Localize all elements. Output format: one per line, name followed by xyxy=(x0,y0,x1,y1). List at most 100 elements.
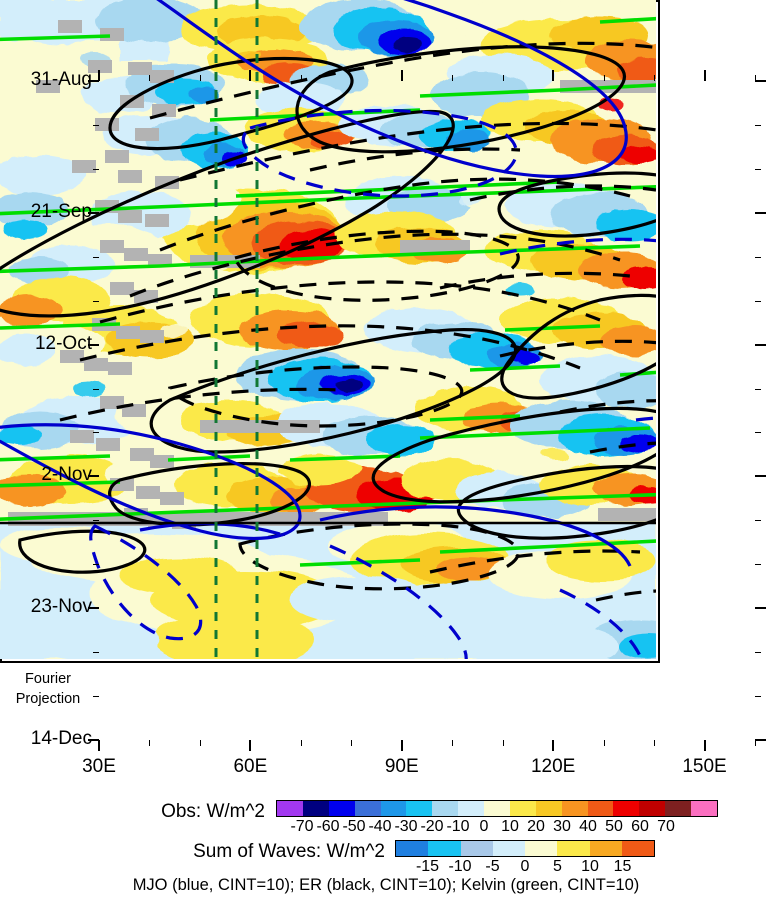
mjo-contours xyxy=(0,0,632,567)
y-axis-minor-tick xyxy=(93,432,99,434)
colorbar-tick-label: 50 xyxy=(605,818,623,835)
x-axis-minor-tick xyxy=(300,740,302,746)
x-axis-major-tick xyxy=(400,740,403,751)
y-axis-label: 12-Oct xyxy=(34,332,92,354)
y-axis-right-tick xyxy=(755,475,766,478)
colorbar-swatch xyxy=(460,841,493,856)
reference-longitude-lines xyxy=(214,0,259,659)
x-axis-top-tick xyxy=(351,75,353,81)
x-axis-minor-tick xyxy=(603,740,605,746)
fourier-projection-label-line2: Projection xyxy=(15,691,81,707)
x-axis-minor-tick xyxy=(755,740,756,746)
y-axis-minor-tick xyxy=(755,696,761,698)
colorbar-swatch xyxy=(492,841,525,856)
er-wave-contours-dashed xyxy=(59,41,656,602)
y-axis-minor-tick xyxy=(755,124,761,126)
colorbar-tick-label: 30 xyxy=(553,818,571,835)
x-axis-top-tick xyxy=(98,70,100,81)
hovmoller-plot xyxy=(0,0,660,663)
x-axis-top-tick xyxy=(654,75,656,81)
y-axis-minor-tick xyxy=(93,124,99,126)
colorbar-swatch xyxy=(302,801,329,816)
colorbar-tick-label: 15 xyxy=(613,858,632,875)
colorbar-swatch xyxy=(639,801,666,816)
colorbar-tick-label: -5 xyxy=(485,858,500,875)
colorbar-swatch xyxy=(396,841,429,856)
x-axis-top-tick xyxy=(249,70,252,81)
x-axis-top-tick xyxy=(755,75,756,81)
colorbar-tick-label: 60 xyxy=(631,818,649,835)
colorbar-swatch xyxy=(380,801,407,816)
colorbar-tick-label: -30 xyxy=(394,818,418,835)
plot-canvas xyxy=(0,0,656,659)
x-axis-major-tick xyxy=(249,740,252,751)
y-axis-minor-tick xyxy=(93,696,99,698)
y-axis-minor-tick xyxy=(755,432,761,434)
fourier-projection-label-line1: Fourier xyxy=(25,671,71,687)
waves-colorbar-title: Sum of Waves: W/m^2 xyxy=(193,841,385,862)
colorbar-swatch xyxy=(432,801,459,816)
colorbar-swatch xyxy=(535,801,562,816)
x-axis-top-tick xyxy=(149,75,151,81)
y-axis-minor-tick xyxy=(93,300,99,302)
y-axis-major-tick xyxy=(88,80,99,82)
x-axis-label: 90E xyxy=(384,756,419,777)
colorbar-tick-label: -10 xyxy=(446,818,470,835)
x-axis-minor-tick xyxy=(199,740,201,746)
colorbar-tick-label: -60 xyxy=(316,818,340,835)
legend-note: MJO (blue, CINT=10); ER (black, CINT=10)… xyxy=(132,876,640,894)
x-axis-minor-tick xyxy=(502,740,504,746)
colorbar-tick-label: 5 xyxy=(553,858,562,875)
x-axis-top-tick xyxy=(502,75,504,81)
x-axis-label: 120E xyxy=(530,756,576,777)
y-axis-label: 2-Nov xyxy=(41,464,92,486)
colorbar-swatch xyxy=(328,801,355,816)
colorbar-tick-label: 0 xyxy=(479,818,489,835)
y-axis-label: 14-Dec xyxy=(30,728,92,749)
y-axis-minor-tick xyxy=(755,564,761,566)
y-axis-minor-tick xyxy=(755,168,761,170)
x-axis-minor-tick xyxy=(149,740,151,746)
colorbar-swatch xyxy=(621,841,654,856)
y-axis-label: 21-Sep xyxy=(30,200,92,222)
colorbar-tick-label: 40 xyxy=(579,818,597,835)
y-axis-minor-tick xyxy=(755,300,761,302)
x-axis-label: 30E xyxy=(82,756,116,777)
y-axis-major-tick xyxy=(88,475,99,478)
colorbar-tick-label: -50 xyxy=(342,818,366,835)
y-axis-label: 31-Aug xyxy=(30,69,92,90)
colorbar-swatch xyxy=(613,801,640,816)
waves-colorbar xyxy=(395,840,655,857)
x-axis-minor-tick xyxy=(351,740,353,746)
colorbar-tick-label: 0 xyxy=(520,858,530,875)
colorbar-swatch xyxy=(458,801,484,816)
y-axis-right-tick xyxy=(755,80,766,82)
colorbar-swatch xyxy=(509,801,536,816)
x-axis-minor-tick xyxy=(654,740,656,746)
colorbar-tick-label: 20 xyxy=(527,818,545,835)
x-axis-label: 150E xyxy=(682,756,727,777)
y-axis-right-tick xyxy=(755,607,766,610)
colorbar-swatch xyxy=(525,841,558,856)
x-axis-top-tick xyxy=(452,75,454,81)
colorbar-tick-label: -15 xyxy=(415,858,440,875)
colorbar-tick-label: -70 xyxy=(290,818,314,835)
y-axis-minor-tick xyxy=(93,520,99,522)
x-axis-top-tick xyxy=(400,70,403,81)
x-axis-top-tick xyxy=(199,75,201,81)
colorbar-swatch xyxy=(428,841,461,856)
colorbar-tick-label: 70 xyxy=(657,818,675,835)
y-axis-minor-tick xyxy=(755,256,761,258)
colorbar-swatch xyxy=(691,801,717,816)
obs-colorbar xyxy=(276,800,718,817)
colorbar-swatch xyxy=(587,801,614,816)
colorbar-swatch xyxy=(561,801,588,816)
colorbar-tick-label: -10 xyxy=(448,858,472,875)
colorbar-swatch xyxy=(589,841,622,856)
x-axis-top-tick xyxy=(703,70,706,81)
y-axis-right-tick xyxy=(755,739,766,741)
y-axis-major-tick xyxy=(88,343,99,346)
y-axis-major-tick xyxy=(88,607,99,610)
colorbar-tick-label: 10 xyxy=(501,818,519,835)
x-axis-top-tick xyxy=(603,75,605,81)
